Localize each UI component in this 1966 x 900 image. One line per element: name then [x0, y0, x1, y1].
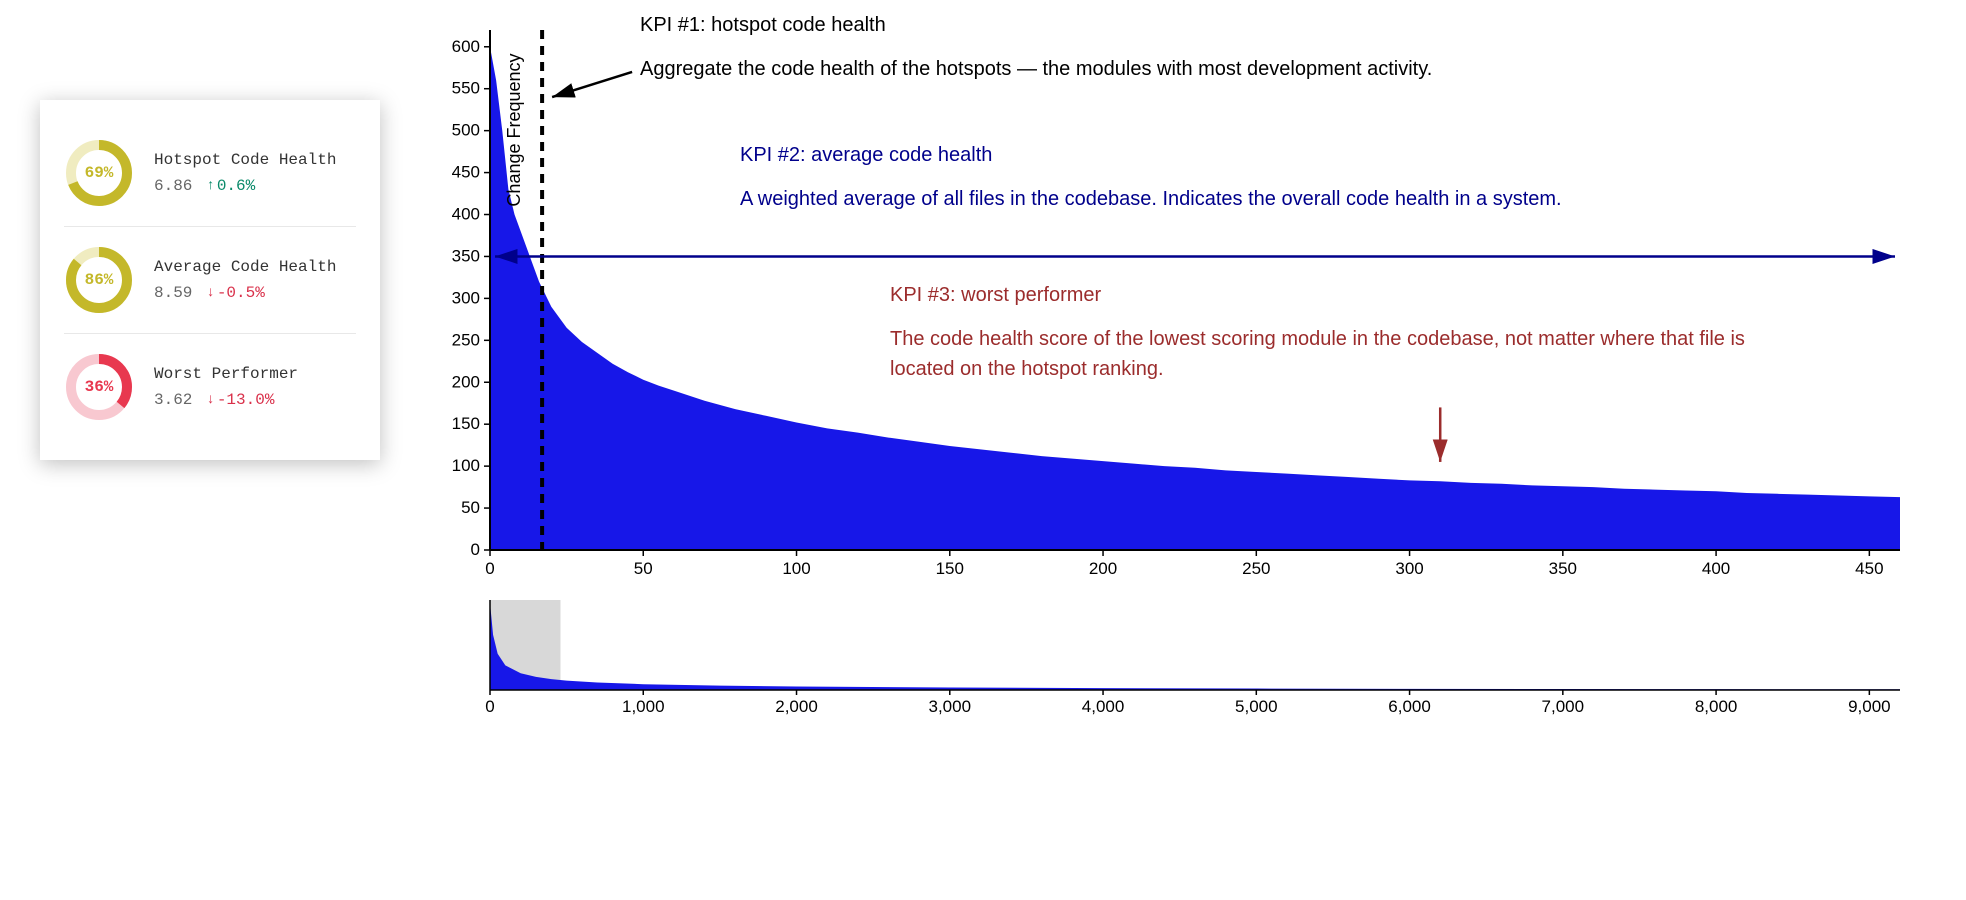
x-tick-label: 350 — [1549, 559, 1577, 578]
mini-x-tick-label: 3,000 — [929, 697, 972, 716]
kpi-row: 69% Hotspot Code Health 6.86 ↑ 0.6% — [64, 120, 356, 227]
donut-gauge: 86% — [64, 245, 134, 315]
y-tick-label: 450 — [452, 163, 480, 182]
y-tick-label: 600 — [452, 37, 480, 56]
y-tick-label: 500 — [452, 121, 480, 140]
donut-percent: 36% — [85, 378, 114, 396]
y-axis-label: Change Frequency — [504, 53, 524, 206]
kpi1-arrow — [552, 72, 632, 97]
chart-area-fill — [490, 47, 1900, 550]
donut-gauge: 69% — [64, 138, 134, 208]
y-tick-label: 350 — [452, 246, 480, 265]
mini-x-tick-label: 4,000 — [1082, 697, 1125, 716]
kpi-score: 6.86 — [154, 177, 192, 195]
mini-area-fill — [490, 603, 1900, 690]
kpi-title: Average Code Health — [154, 258, 336, 276]
x-tick-label: 0 — [485, 559, 494, 578]
kpi-change: ↓ -0.5% — [206, 284, 264, 302]
x-tick-label: 150 — [936, 559, 964, 578]
kpi-row: 86% Average Code Health 8.59 ↓ -0.5% — [64, 227, 356, 334]
kpi-text: Worst Performer 3.62 ↓ -13.0% — [154, 365, 298, 409]
mini-x-tick-label: 8,000 — [1695, 697, 1738, 716]
mini-x-tick-label: 1,000 — [622, 697, 665, 716]
kpi-title: Hotspot Code Health — [154, 151, 336, 169]
x-tick-label: 100 — [782, 559, 810, 578]
mini-x-tick-label: 2,000 — [775, 697, 818, 716]
y-tick-label: 250 — [452, 330, 480, 349]
mini-x-tick-label: 6,000 — [1388, 697, 1431, 716]
mini-x-tick-label: 9,000 — [1848, 697, 1891, 716]
mini-x-tick-label: 7,000 — [1542, 697, 1585, 716]
kpi-title: Worst Performer — [154, 365, 298, 383]
kpi-score: 3.62 — [154, 391, 192, 409]
y-tick-label: 300 — [452, 288, 480, 307]
main-chart: 0 50 100 150 200 250 300 350 400 450 500 550 600 0 50 1… — [420, 20, 1910, 580]
kpi-text: Hotspot Code Health 6.86 ↑ 0.6% — [154, 151, 336, 195]
y-tick-label: 400 — [452, 205, 480, 224]
kpi-change: ↓ -13.0% — [206, 391, 274, 409]
y-tick-label: 0 — [471, 540, 480, 559]
y-tick-label: 550 — [452, 79, 480, 98]
donut-percent: 69% — [85, 164, 114, 182]
x-tick-label: 50 — [634, 559, 653, 578]
y-tick-label: 150 — [452, 414, 480, 433]
y-tick-label: 50 — [461, 498, 480, 517]
kpi-text: Average Code Health 8.59 ↓ -0.5% — [154, 258, 336, 302]
chart-area: KPI #1: hotspot code health Aggregate th… — [420, 20, 1946, 720]
x-tick-label: 400 — [1702, 559, 1730, 578]
arrow-up-icon: ↑ — [206, 178, 214, 194]
kpi-score: 8.59 — [154, 284, 192, 302]
y-tick-label: 200 — [452, 372, 480, 391]
mini-x-tick-label: 0 — [485, 697, 494, 716]
kpi-card: 69% Hotspot Code Health 6.86 ↑ 0.6% 86% … — [40, 100, 380, 460]
donut-percent: 86% — [85, 271, 114, 289]
mini-chart[interactable]: 0 1,000 2,000 3,000 4,000 5,000 6,000 7,000 8,00… — [420, 600, 1910, 720]
kpi-change: ↑ 0.6% — [206, 177, 255, 195]
mini-x-tick-label: 5,000 — [1235, 697, 1278, 716]
arrow-down-icon: ↓ — [206, 392, 214, 408]
x-tick-label: 450 — [1855, 559, 1883, 578]
x-tick-label: 300 — [1395, 559, 1423, 578]
arrow-down-icon: ↓ — [206, 285, 214, 301]
x-tick-label: 250 — [1242, 559, 1270, 578]
y-tick-label: 100 — [452, 456, 480, 475]
x-tick-label: 200 — [1089, 559, 1117, 578]
kpi-row: 36% Worst Performer 3.62 ↓ -13.0% — [64, 334, 356, 440]
donut-gauge: 36% — [64, 352, 134, 422]
